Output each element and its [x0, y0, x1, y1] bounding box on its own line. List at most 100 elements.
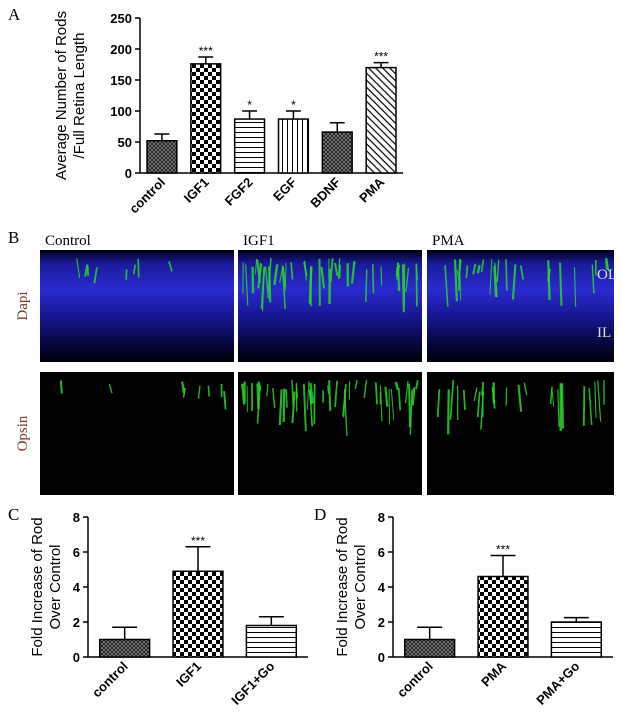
cell-streak — [309, 267, 313, 284]
y-tick-label: 6 — [378, 545, 385, 560]
cell-streak — [597, 380, 602, 422]
cell-streak — [272, 388, 276, 408]
y-tick-label: 250 — [110, 11, 132, 26]
cell-streak — [489, 259, 493, 295]
cell-streak — [256, 385, 261, 424]
cell-streak — [308, 389, 313, 405]
cell-streak — [549, 386, 553, 404]
error-bar — [373, 61, 389, 68]
cell-streak — [295, 387, 299, 398]
cell-streak — [517, 384, 523, 412]
cell-streak — [257, 381, 262, 391]
cell-streak — [505, 259, 508, 291]
y-tick-label: 2 — [73, 615, 80, 630]
cell-streak — [282, 388, 286, 423]
cell-streak — [290, 262, 294, 280]
cell-streak — [267, 257, 272, 292]
y-tick-label: 4 — [378, 580, 386, 595]
cell-streak — [397, 388, 402, 411]
error-bar — [185, 546, 211, 572]
bar — [277, 118, 310, 174]
significance-label: *** — [191, 534, 205, 548]
y-tick-label: 0 — [378, 650, 385, 665]
cell-streak — [476, 264, 481, 274]
error-bar — [258, 616, 284, 626]
bar — [146, 140, 178, 174]
bar — [321, 131, 353, 174]
bar — [477, 575, 529, 658]
cell-streak — [459, 259, 462, 301]
cell-streak — [338, 264, 342, 278]
cell-streak — [181, 381, 185, 393]
cell-streak — [401, 264, 405, 313]
cell-streak — [223, 391, 227, 410]
bar — [245, 624, 298, 658]
error-bar — [112, 626, 138, 640]
column-label: Control — [45, 233, 91, 249]
y-axis-label: Over Control — [47, 544, 64, 629]
y-axis-label: Fold Increase of Rod — [334, 517, 351, 656]
cell-streak — [245, 264, 249, 306]
bar — [550, 621, 603, 658]
cell-streak — [354, 379, 358, 389]
cell-streak — [472, 263, 477, 275]
cell-streak — [266, 383, 269, 397]
cell-streak — [462, 390, 466, 410]
bar — [403, 638, 456, 658]
cell-streak — [411, 387, 416, 406]
cell-streak — [327, 385, 330, 394]
y-tick-label: 4 — [73, 580, 81, 595]
cell-streak — [285, 389, 288, 408]
significance-label: *** — [496, 543, 510, 557]
cell-streak — [372, 264, 375, 294]
cell-streak — [343, 389, 348, 437]
cell-streak — [409, 389, 413, 435]
cell-streak — [197, 385, 201, 399]
cell-streak — [328, 380, 332, 411]
cell-streak — [333, 262, 339, 277]
cell-streak — [588, 388, 593, 426]
cell-streak — [415, 265, 419, 281]
cell-streak — [320, 266, 326, 289]
cell-streak — [334, 380, 338, 408]
y-tick-label: 0 — [125, 166, 132, 181]
cell-streak — [519, 265, 525, 280]
error-bar — [563, 616, 589, 622]
row-label: Opsin — [15, 415, 31, 451]
cell-streak — [254, 258, 258, 275]
y-tick-label: 6 — [73, 545, 80, 560]
cell-streak — [560, 383, 565, 429]
error-bar — [490, 554, 516, 577]
y-tick-label: 150 — [110, 73, 132, 88]
x-tick-label: PMA — [356, 174, 387, 205]
significance-label: *** — [199, 44, 213, 58]
cell-streak — [465, 265, 469, 279]
cell-streak — [476, 391, 481, 418]
x-tick-label: EGF — [270, 174, 300, 204]
cell-streak — [284, 262, 287, 292]
significance-label: *** — [374, 50, 388, 64]
x-tick-label: IGF1 — [173, 659, 204, 690]
x-tick-label: PMA+Go — [533, 658, 582, 707]
y-tick-label: 8 — [73, 510, 80, 525]
cell-streak — [523, 382, 528, 395]
column-label: IGF1 — [243, 233, 275, 249]
cell-streak — [395, 266, 399, 277]
x-tick-label: BDNF — [307, 174, 343, 210]
cell-streak — [453, 259, 458, 302]
cell-streak — [281, 265, 286, 310]
cell-streak — [137, 258, 140, 278]
panel-label: C — [8, 505, 19, 524]
cell-streak — [408, 383, 412, 427]
cell-streak — [132, 264, 137, 275]
x-tick-label: IGF1+Go — [228, 658, 277, 707]
cell-streak — [594, 381, 597, 418]
cell-streak — [363, 380, 368, 399]
cell-streak — [473, 387, 478, 402]
cell-streak — [405, 267, 410, 293]
cell-streak — [278, 389, 283, 426]
cell-streak — [264, 266, 270, 299]
cell-streak — [480, 259, 485, 273]
y-tick-label: 50 — [118, 135, 132, 150]
cell-streak — [365, 269, 368, 302]
